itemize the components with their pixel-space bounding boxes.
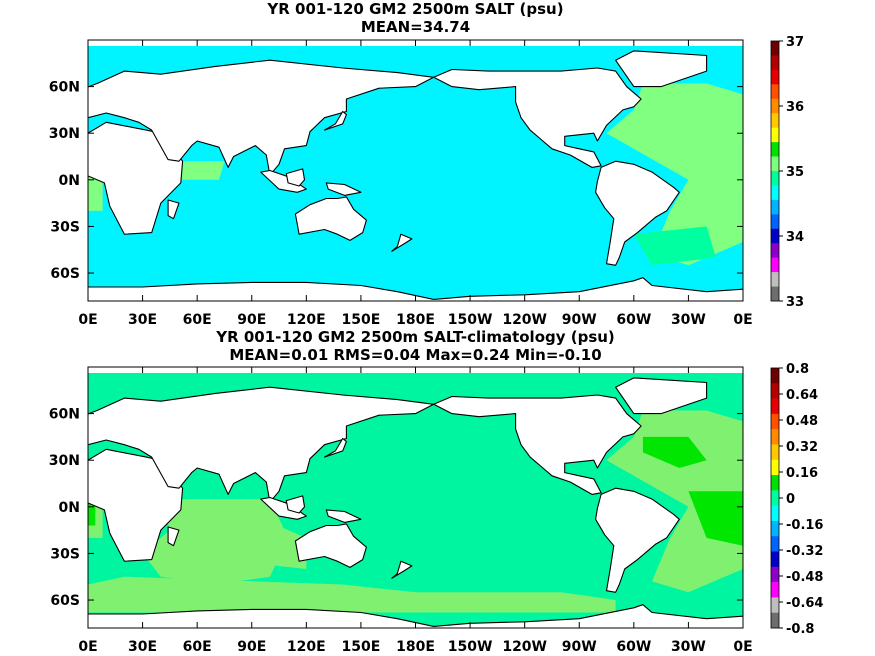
x-tick-label: 60E <box>183 639 212 655</box>
colorbar-tick-label: 0.8 <box>786 362 809 377</box>
x-tick-label: 180E <box>396 312 435 328</box>
x-tick-label: 90E <box>237 312 266 328</box>
colorbar-tick-label: -0.32 <box>786 544 823 559</box>
colorbar-tick-label: 34 <box>786 230 804 245</box>
x-tick-label: 30E <box>128 312 157 328</box>
y-tick-label: 30S <box>50 546 80 562</box>
x-tick-label: 150E <box>342 312 381 328</box>
colorbar-tick-label: 33 <box>786 295 804 310</box>
colorbar-swatch <box>771 286 779 302</box>
colorbar-tick-label: 37 <box>786 35 804 50</box>
colorbar-swatch <box>771 228 779 244</box>
colorbar-swatch <box>771 69 779 85</box>
colorbar-swatch <box>771 368 779 384</box>
colorbar-swatch <box>771 185 779 201</box>
colorbar-swatch <box>771 551 779 568</box>
x-tick-label: 90E <box>237 639 266 655</box>
colorbar-tick-label: -0.8 <box>786 622 814 637</box>
y-tick-label: 60N <box>49 80 80 96</box>
x-tick-label: 120E <box>287 639 326 655</box>
colorbar-swatch <box>771 243 779 258</box>
colorbar-swatch <box>771 113 779 128</box>
colorbar-swatch <box>771 520 779 537</box>
colorbar-swatch <box>771 214 779 230</box>
colorbar-swatch <box>771 41 779 56</box>
colorbar-tick-label: -0.48 <box>786 570 823 585</box>
x-tick-label: 120W <box>502 312 547 328</box>
y-tick-label: 60S <box>50 266 80 282</box>
x-tick-label: 180E <box>396 639 435 655</box>
colorbar-tick-label: -0.16 <box>786 518 823 533</box>
colorbar-swatch <box>771 444 779 461</box>
x-tick-label: 60E <box>183 312 212 328</box>
colorbar-swatch <box>771 272 779 287</box>
colorbar-swatch <box>771 566 779 583</box>
y-tick-label: 30S <box>50 219 80 235</box>
map-subtitle: MEAN=34.74 <box>360 18 471 36</box>
colorbar-swatch <box>771 55 779 71</box>
x-tick-label: 0E <box>733 312 752 328</box>
x-tick-label: 90W <box>562 312 597 328</box>
x-tick-label: 0E <box>78 639 97 655</box>
y-tick-label: 60S <box>50 593 80 609</box>
colorbar-tick-label: 0.16 <box>786 466 818 481</box>
y-tick-label: 30N <box>49 126 80 142</box>
map-subtitle: MEAN=0.01 RMS=0.04 Max=0.24 Min=-0.10 <box>229 346 602 364</box>
colorbar-tick-label: 0.64 <box>786 388 818 403</box>
y-tick-label: 0N <box>59 500 80 516</box>
anomaly-regions <box>88 410 743 613</box>
colorbar-tick-label: 35 <box>786 165 804 180</box>
colorbar-swatch <box>771 257 779 273</box>
x-tick-label: 120E <box>287 312 326 328</box>
colorbar-swatch <box>771 475 779 491</box>
y-tick-label: 30N <box>49 453 80 469</box>
colorbar-swatch <box>771 156 779 172</box>
map-title: YR 001-120 GM2 2500m SALT (psu) <box>267 0 564 18</box>
colorbar-swatch <box>771 429 779 445</box>
colorbar-swatch <box>771 398 779 415</box>
x-tick-label: 0E <box>733 639 752 655</box>
colorbar-swatch <box>771 582 779 598</box>
x-tick-label: 150W <box>448 312 493 328</box>
colorbar-swatch <box>771 171 779 186</box>
x-tick-label: 30E <box>128 639 157 655</box>
colorbar-tick-label: 0 <box>786 492 795 507</box>
colorbar-swatch <box>771 98 779 114</box>
colorbar-tick-label: 36 <box>786 100 804 115</box>
colorbar-swatch <box>771 597 779 614</box>
colorbar-tick-label: 0.48 <box>786 414 818 429</box>
y-tick-label: 60N <box>49 407 80 423</box>
colorbar-swatch <box>771 505 779 522</box>
x-tick-label: 60W <box>616 639 651 655</box>
x-tick-label: 30W <box>671 312 706 328</box>
colorbar-swatch <box>771 490 779 506</box>
colorbar-swatch <box>771 84 779 100</box>
x-tick-label: 150W <box>448 639 493 655</box>
x-tick-label: 150E <box>342 639 381 655</box>
map-title: YR 001-120 GM2 2500m SALT-climatology (p… <box>216 328 615 346</box>
colorbar-swatch <box>771 459 779 476</box>
x-tick-label: 90W <box>562 639 597 655</box>
y-tick-label: 0N <box>59 173 80 189</box>
colorbar: 0.8 0.64 0.48 0.32 0.16 0 -0.16 -0.32 -0.48 -0.64… <box>770 362 823 637</box>
colorbar-swatch <box>771 383 779 399</box>
x-tick-label: 60W <box>616 312 651 328</box>
colorbar-swatch <box>771 199 779 215</box>
x-tick-label: 30W <box>671 639 706 655</box>
map-panel-1: 0E 30E 60E 90E 120E 150E 180E 150W 120W 90W 60W 30W… <box>49 366 753 655</box>
colorbar-swatch <box>771 413 779 430</box>
colorbar: 37 36 35 34 33 <box>770 35 804 310</box>
colorbar-swatch <box>771 142 779 157</box>
colorbar-tick-label: 0.32 <box>786 440 818 455</box>
x-tick-label: 0E <box>78 312 97 328</box>
x-tick-label: 120W <box>502 639 547 655</box>
colorbar-swatch <box>771 612 779 629</box>
colorbar-tick-label: -0.64 <box>786 596 823 611</box>
colorbar-swatch <box>771 536 779 552</box>
map-panel-0: 0E 30E 60E 90E 120E 150E 180E 150W 120W 90W 60W 30W… <box>49 39 753 328</box>
colorbar-swatch <box>771 127 779 143</box>
